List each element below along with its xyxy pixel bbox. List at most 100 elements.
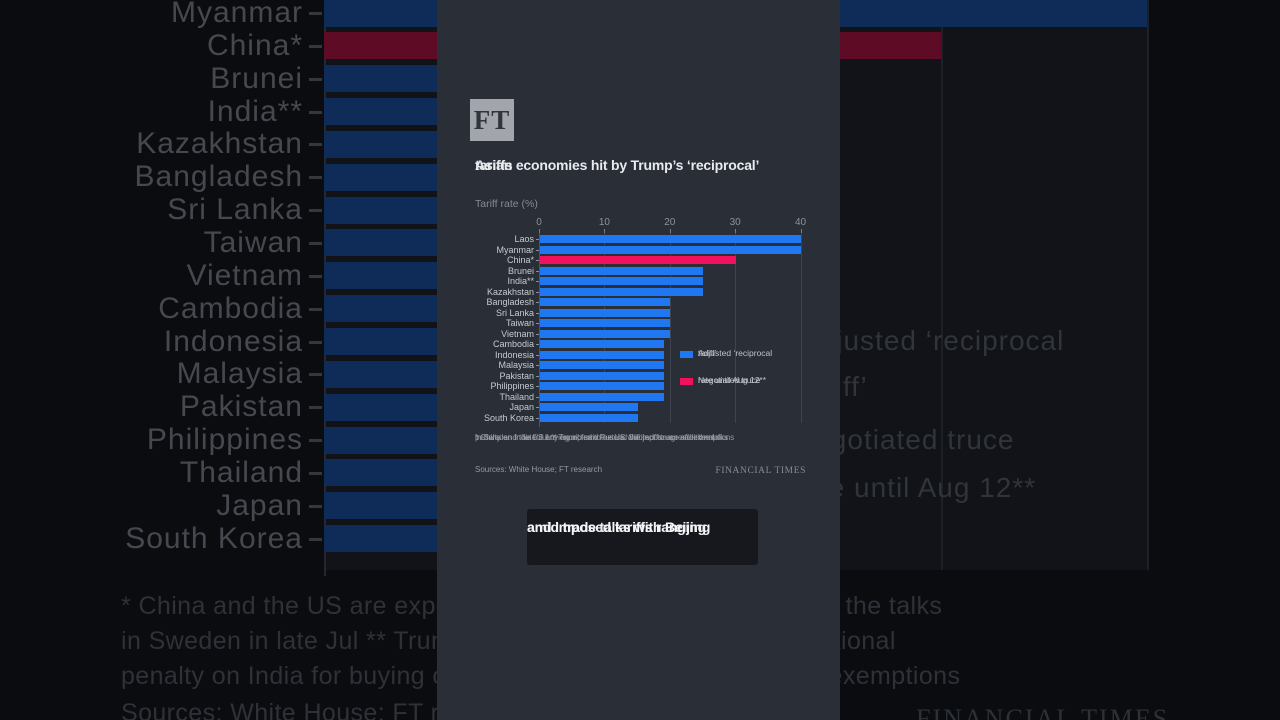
chart-title-line1: Asian economies hit by Trump’s ‘reciproc…: [475, 157, 760, 173]
x-axis-tick: [604, 229, 606, 233]
x-axis-tick: [669, 229, 671, 233]
background-country-label: Vietnam: [186, 258, 303, 292]
x-axis-label: 40: [794, 217, 807, 228]
ft-wordmark: FINANCIAL TIMES: [715, 466, 806, 476]
background-country-label: Indonesia: [163, 324, 303, 358]
country-label: Taiwan: [505, 318, 534, 328]
background-country-label: Brunei: [210, 61, 303, 95]
background-country-tick: [309, 504, 322, 508]
background-country-label: Sri Lanka: [167, 193, 303, 227]
chart-subtitle: Tariff rate (%): [475, 198, 538, 210]
background-country-label: Japan: [216, 488, 303, 522]
country-label: Indonesia: [494, 349, 534, 360]
country-label: Pakistan: [499, 370, 534, 381]
x-axis-label: 0: [536, 217, 542, 228]
country-tick: [536, 407, 539, 408]
country-label: Malaysia: [498, 360, 534, 370]
x-axis-label: 30: [729, 217, 741, 228]
background-country-label: Bangladesh: [134, 160, 303, 194]
background-country-tick: [309, 537, 322, 541]
chart-title-line2: tariffs: [475, 157, 513, 173]
background-country-label: China*: [206, 28, 303, 62]
legend-label-line: rate until Aug 12**: [698, 375, 767, 385]
background-country-label: India**: [207, 94, 303, 128]
background-sources: Sources: White House; FT research: [121, 699, 532, 720]
background-country-label: Myanmar: [170, 0, 303, 29]
background-country-tick: [309, 373, 322, 377]
gridline: [800, 233, 802, 423]
tariff-bar: [539, 277, 703, 285]
country-tick: [536, 270, 539, 272]
bar-chart: 0 10 20 30 40 Laos Myanmar China* Brunei India** K…: [437, 0, 840, 500]
country-tick: [536, 281, 539, 282]
background-legend-line: Adjusted ‘reciprocal: [800, 325, 1065, 356]
tariff-bar: [539, 235, 801, 243]
background-country-label: Pakistan: [179, 390, 303, 424]
footnote-line: * China and the US are expected to exten…: [475, 433, 729, 442]
country-label: Sri Lanka: [495, 307, 534, 318]
background-ft-wordmark: FINANCIAL TIMES: [916, 704, 1170, 720]
tariff-bar: [539, 298, 671, 306]
background-country-tick: [309, 110, 322, 114]
tariff-bar: [539, 403, 638, 411]
country-label: China*: [506, 255, 534, 265]
country-tick: [536, 312, 539, 314]
tariff-bar: [539, 319, 671, 327]
gridline: [735, 233, 737, 423]
tariff-bar: [539, 308, 671, 317]
country-label: Vietnam: [501, 328, 534, 339]
background-country-tick: [309, 406, 322, 410]
tariff-bar: [539, 256, 736, 264]
tariff-bar: [539, 329, 671, 338]
country-label: Kazakhstan: [486, 286, 534, 297]
background-country-label: Thailand: [179, 455, 303, 489]
subtitle-caption: amid trade talks with Beijing and impose…: [527, 509, 758, 565]
caption-line: amid trade talks with Beijing: [527, 519, 711, 535]
country-label: Japan: [509, 402, 534, 412]
tariff-bar: [539, 350, 664, 359]
ft-logo: FT: [470, 99, 514, 141]
chart-panel: FT Asian economies hit by Trump’s ‘recip…: [437, 0, 840, 720]
tariff-bar: [539, 413, 638, 422]
background-country-label: Taiwan: [203, 225, 303, 259]
footnote-line: penalty on India for buying oil from Rus…: [475, 433, 735, 442]
country-tick: [536, 354, 539, 356]
tariff-bar: [539, 392, 664, 401]
country-tick: [536, 291, 539, 293]
legend-label-line: Negotiated truce: [698, 375, 761, 385]
country-label: Brunei: [507, 265, 534, 276]
country-label: Thailand: [499, 391, 534, 402]
footnote-line: in Sweden in late Jul ** Trump said the …: [475, 433, 715, 442]
background-country-label: Malaysia: [176, 357, 303, 391]
background-country-tick: [309, 274, 322, 278]
country-label: Myanmar: [496, 244, 534, 255]
country-tick: [536, 365, 539, 366]
tariff-bar: [539, 361, 664, 369]
country-label: South Korea: [483, 412, 534, 423]
background-country-tick: [309, 307, 322, 311]
legend-label-line: Adjusted ‘reciprocal: [698, 348, 773, 358]
country-tick: [536, 396, 539, 398]
background-country-label: Philippines: [146, 423, 303, 457]
background-gridline: [941, 0, 944, 570]
background-country-tick: [309, 439, 322, 443]
x-axis-tick: [539, 229, 540, 233]
country-label: Bangladesh: [486, 297, 534, 307]
background-country-tick: [309, 44, 322, 48]
country-tick: [536, 375, 539, 377]
country-tick: [536, 302, 539, 303]
background-country-tick: [309, 241, 322, 245]
background-country-tick: [309, 176, 322, 180]
background-gridline: [1147, 0, 1149, 570]
x-axis-tick: [800, 229, 802, 233]
country-tick: [536, 249, 539, 251]
background-country-tick: [309, 340, 322, 344]
background-country-label: Kazakhstan: [136, 127, 303, 161]
background-country-tick: [309, 12, 322, 15]
background-country-tick: [309, 77, 322, 81]
tariff-bar: [539, 245, 801, 254]
country-label: India**: [507, 276, 534, 286]
gridline: [669, 233, 671, 423]
legend-label-line: tariff’: [698, 348, 717, 358]
